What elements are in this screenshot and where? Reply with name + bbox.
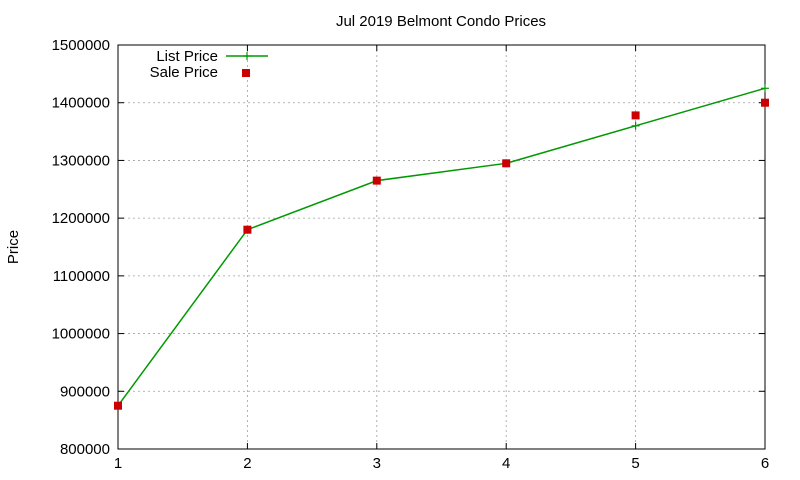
legend-label-list-price: List Price <box>156 48 218 65</box>
series-sale-price <box>114 98 769 410</box>
y-tick-label: 1300000 <box>52 152 110 169</box>
data-point-sale-price <box>372 176 381 185</box>
series-list-price <box>114 84 769 410</box>
y-tick-label: 1100000 <box>53 268 110 285</box>
series-line-list-price <box>117 87 766 407</box>
y-tick-label: 1200000 <box>52 210 110 227</box>
chart-title: Jul 2019 Belmont Condo Prices <box>336 13 546 30</box>
legend-label-sale-price: Sale Price <box>150 64 218 81</box>
y-tick-label: 1000000 <box>52 326 110 343</box>
axis-ticks: 800000 900000 1000000 1100000 1200000 1300000… <box>52 37 770 472</box>
y-tick-label: 800000 <box>60 441 110 458</box>
legend-marker-list-price <box>243 52 251 60</box>
legend-marker-sale-price <box>242 69 250 77</box>
data-point-sale-price <box>631 111 640 120</box>
data-point-sale-price <box>114 401 122 410</box>
plot-frame <box>117 44 766 450</box>
x-tick-label: 1 <box>114 455 122 472</box>
y-tick-label: 900000 <box>60 383 110 400</box>
x-tick-label: 5 <box>631 455 639 472</box>
y-tick-label: 1500000 <box>52 37 110 54</box>
x-tick-label: 4 <box>502 455 510 472</box>
x-tick-label: 3 <box>373 455 381 472</box>
series-layer <box>114 84 769 410</box>
y-tick-label: 1400000 <box>52 95 110 112</box>
data-point-sale-price <box>243 225 252 234</box>
x-tick-label: 6 <box>761 455 769 472</box>
y-axis-label: Price <box>5 230 22 264</box>
grid-lines <box>118 45 765 449</box>
data-point-list-price <box>761 84 769 93</box>
x-tick-label: 2 <box>243 455 251 472</box>
data-point-list-price <box>631 121 640 130</box>
data-point-sale-price <box>502 159 511 168</box>
data-point-sale-price <box>761 98 769 107</box>
